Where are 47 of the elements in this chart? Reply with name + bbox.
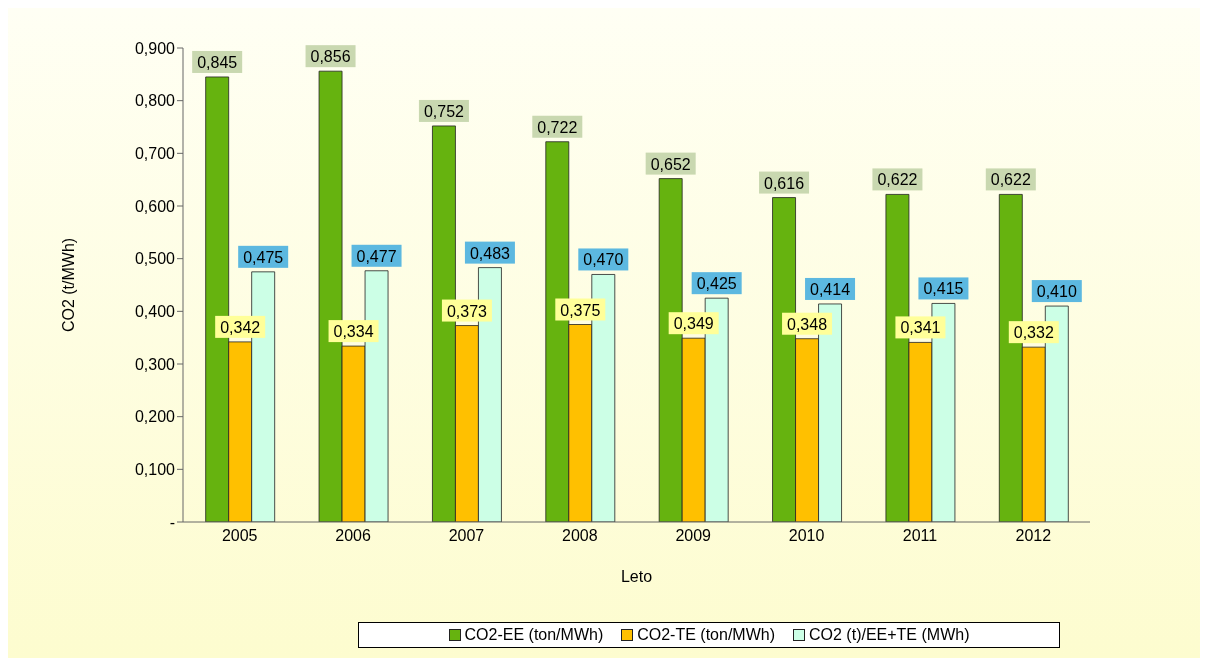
data-label: 0,622 bbox=[990, 171, 1031, 189]
data-label: 0,622 bbox=[877, 171, 918, 189]
data-label: 0,334 bbox=[333, 323, 374, 341]
y-tick-label: 0,700 bbox=[134, 145, 176, 163]
y-tick-label: 0,600 bbox=[134, 197, 176, 215]
x-tick-label: 2008 bbox=[562, 527, 598, 545]
x-tick-label: 2005 bbox=[221, 527, 258, 545]
x-tick-label: 2011 bbox=[902, 527, 938, 545]
data-label: 0,414 bbox=[810, 280, 851, 298]
data-label: 0,410 bbox=[1036, 283, 1077, 301]
y-tick-label: 0,800 bbox=[134, 92, 176, 110]
y-tick-label: - bbox=[169, 513, 175, 531]
x-tick-label: 2012 bbox=[1015, 527, 1052, 545]
data-label: 0,845 bbox=[197, 53, 238, 71]
data-label: 0,342 bbox=[220, 318, 261, 336]
data-label: 0,483 bbox=[469, 244, 511, 262]
data-label: 0,425 bbox=[696, 275, 737, 293]
data-label: 0,652 bbox=[650, 155, 691, 173]
legend-label: CO2-TE (ton/MWh) bbox=[637, 626, 776, 644]
data-label: 0,341 bbox=[900, 319, 941, 337]
y-tick-label: 0,300 bbox=[134, 355, 176, 373]
data-label: 0,415 bbox=[923, 280, 964, 298]
data-label: 0,332 bbox=[1013, 324, 1054, 342]
data-label: 0,373 bbox=[446, 302, 488, 320]
data-label: 0,349 bbox=[673, 315, 714, 333]
data-label: 0,470 bbox=[583, 251, 624, 269]
data-label: 0,477 bbox=[356, 247, 397, 265]
x-axis-title: Leto bbox=[620, 568, 653, 585]
x-tick-label: 2010 bbox=[788, 527, 825, 545]
x-tick-label: 2006 bbox=[335, 527, 371, 545]
x-tick-label: 2007 bbox=[448, 527, 485, 545]
data-label: 0,856 bbox=[310, 48, 351, 66]
y-tick-label: 0,100 bbox=[134, 461, 176, 479]
data-label: 0,722 bbox=[537, 118, 578, 136]
legend-label: CO2-EE (ton/MWh) bbox=[464, 626, 604, 644]
y-tick-label: 0,200 bbox=[134, 408, 176, 426]
legend-label: CO2 (t)/EE+TE (MWh) bbox=[809, 626, 970, 644]
y-tick-label: 0,400 bbox=[134, 303, 176, 321]
data-label: 0,348 bbox=[787, 315, 828, 333]
data-label: 0,375 bbox=[560, 301, 601, 319]
y-tick-label: 0,500 bbox=[134, 250, 176, 268]
data-label: 0,752 bbox=[423, 102, 465, 120]
y-tick-label: 0,900 bbox=[134, 39, 176, 57]
x-tick-label: 2009 bbox=[675, 527, 712, 545]
y-axis-title: CO2 (t/MWh) bbox=[59, 237, 77, 333]
data-label: 0,475 bbox=[243, 248, 284, 266]
data-label: 0,616 bbox=[764, 174, 805, 192]
